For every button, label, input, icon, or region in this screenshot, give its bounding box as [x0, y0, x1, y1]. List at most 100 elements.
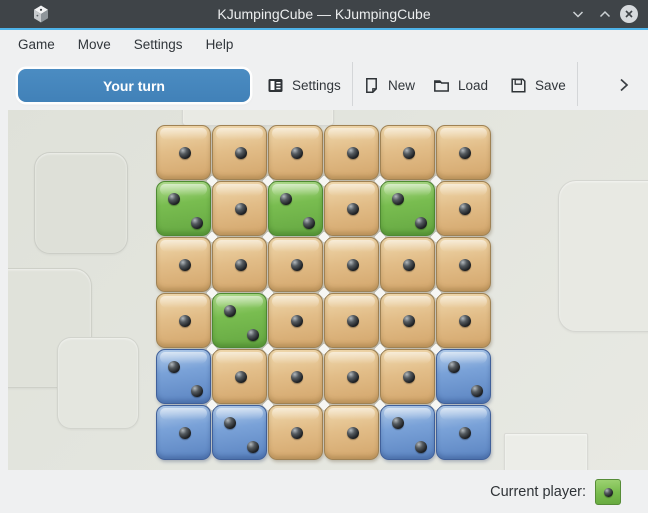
cube-r3c4[interactable]	[324, 237, 379, 292]
titlebar[interactable]: KJumpingCube — KJumpingCube	[0, 0, 648, 28]
new-button[interactable]: New	[363, 68, 415, 102]
cube-pip	[458, 202, 471, 215]
menu-move[interactable]: Move	[77, 36, 111, 52]
cube-r2c1[interactable]	[156, 181, 211, 236]
cube-pip	[224, 304, 236, 317]
cube-pip	[392, 192, 404, 205]
cube-r1c3[interactable]	[268, 125, 323, 180]
cube-gloss	[160, 408, 207, 420]
toolbar-overflow-button[interactable]	[611, 68, 637, 102]
cube-gloss	[216, 240, 263, 252]
close-x-icon	[625, 10, 633, 18]
cube-r1c6[interactable]	[436, 125, 491, 180]
cube-r4c3[interactable]	[268, 293, 323, 348]
save-button[interactable]: Save	[510, 68, 566, 102]
board-background-shape	[57, 337, 139, 429]
cube-r3c1[interactable]	[156, 237, 211, 292]
cube-r6c2[interactable]	[212, 405, 267, 460]
toolbar-separator	[352, 62, 353, 106]
menu-settings[interactable]: Settings	[133, 36, 183, 52]
cube-r5c2[interactable]	[212, 349, 267, 404]
cube-pip	[346, 258, 359, 271]
cube-pip	[346, 202, 359, 215]
cube-pip	[448, 360, 460, 373]
cube-pip	[402, 146, 415, 159]
cube-r3c3[interactable]	[268, 237, 323, 292]
cube-pip	[191, 385, 203, 397]
cube-r1c2[interactable]	[212, 125, 267, 180]
app-die-icon	[34, 5, 48, 23]
cube-r1c4[interactable]	[324, 125, 379, 180]
cube-r4c2[interactable]	[212, 293, 267, 348]
cube-r5c6[interactable]	[436, 349, 491, 404]
cube-pip	[290, 370, 303, 383]
cube-gloss	[272, 128, 319, 140]
game-board-area	[0, 110, 648, 470]
cube-r5c1[interactable]	[156, 349, 211, 404]
close-button[interactable]	[620, 5, 638, 23]
cube-gloss	[440, 296, 487, 308]
cube-r2c6[interactable]	[436, 181, 491, 236]
cube-pip	[234, 258, 247, 271]
cube-r5c5[interactable]	[380, 349, 435, 404]
cube-r2c5[interactable]	[380, 181, 435, 236]
settings-icon	[268, 78, 283, 92]
cube-r2c4[interactable]	[324, 181, 379, 236]
cube-pip	[178, 258, 191, 271]
cube-pip	[234, 370, 247, 383]
cube-gloss	[216, 128, 263, 140]
cube-gloss	[384, 296, 431, 308]
cube-pip	[346, 370, 359, 383]
cube-pip	[471, 385, 483, 397]
menu-game[interactable]: Game	[18, 36, 55, 52]
cube-r2c2[interactable]	[212, 181, 267, 236]
new-document-icon	[366, 77, 377, 93]
cube-r6c3[interactable]	[268, 405, 323, 460]
cube-r6c6[interactable]	[436, 405, 491, 460]
chevron-right-icon	[620, 78, 629, 92]
cube-gloss	[272, 240, 319, 252]
settings-button[interactable]: Settings	[267, 68, 341, 102]
open-folder-icon	[434, 79, 449, 92]
cube-pip	[290, 258, 303, 271]
cube-r5c3[interactable]	[268, 349, 323, 404]
cube-pip	[402, 258, 415, 271]
swatch-pip	[604, 487, 613, 497]
cube-pip	[458, 146, 471, 159]
cube-pip	[392, 416, 404, 429]
cube-gloss	[216, 352, 263, 364]
cube-pip	[178, 314, 191, 327]
cube-r3c5[interactable]	[380, 237, 435, 292]
cube-r3c2[interactable]	[212, 237, 267, 292]
cube-r6c1[interactable]	[156, 405, 211, 460]
turn-indicator-button[interactable]: Your turn	[18, 69, 250, 102]
cube-r4c6[interactable]	[436, 293, 491, 348]
maximize-button[interactable]	[596, 5, 614, 23]
cube-r6c5[interactable]	[380, 405, 435, 460]
cube-gloss	[328, 296, 375, 308]
load-button[interactable]: Load	[433, 68, 488, 102]
cube-gloss	[384, 240, 431, 252]
cube-gloss	[384, 184, 431, 196]
cube-r5c4[interactable]	[324, 349, 379, 404]
cube-pip	[402, 314, 415, 327]
cube-r1c1[interactable]	[156, 125, 211, 180]
cube-r4c1[interactable]	[156, 293, 211, 348]
cube-r2c3[interactable]	[268, 181, 323, 236]
cube-r4c5[interactable]	[380, 293, 435, 348]
menu-help[interactable]: Help	[205, 36, 234, 52]
cube-pip	[168, 360, 180, 373]
cube-r6c4[interactable]	[324, 405, 379, 460]
cube-pip	[346, 314, 359, 327]
save-button-label: Save	[535, 77, 566, 93]
cube-gloss	[328, 352, 375, 364]
cube-r3c6[interactable]	[436, 237, 491, 292]
minimize-button[interactable]	[569, 5, 587, 23]
cube-gloss	[216, 408, 263, 420]
current-player-label: Current player:	[490, 483, 586, 500]
cube-pip	[346, 146, 359, 159]
cube-r1c5[interactable]	[380, 125, 435, 180]
cube-pip	[247, 329, 259, 341]
toolbar: Your turn Settings New	[0, 58, 648, 110]
cube-r4c4[interactable]	[324, 293, 379, 348]
